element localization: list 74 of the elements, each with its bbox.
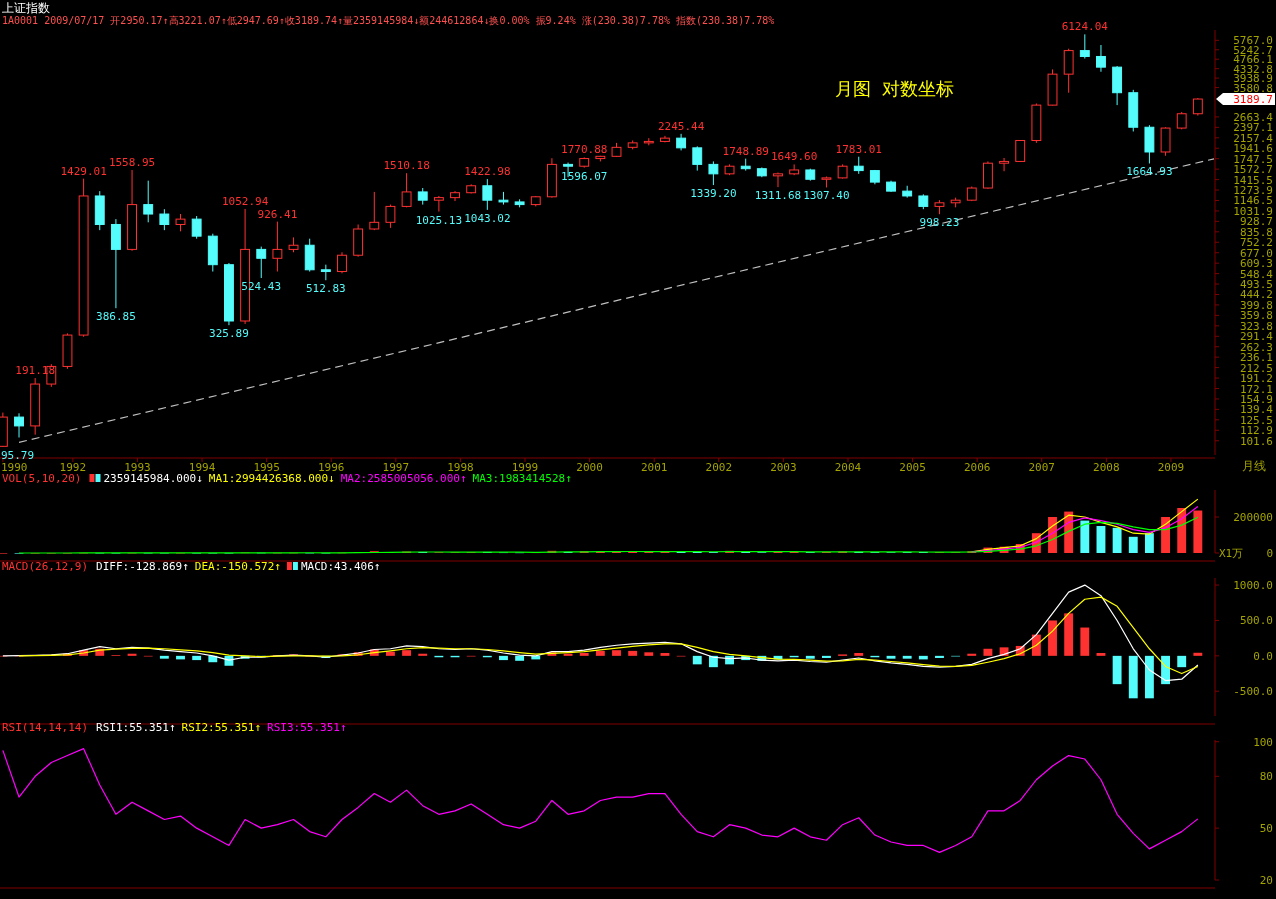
legend-label: RSI2:55.351↑	[181, 721, 262, 734]
annotation: 1596.07	[561, 169, 608, 183]
annotation: 1052.94	[221, 194, 269, 208]
annotation: 月图 对数坐标	[835, 78, 954, 99]
text: DEA:-150.572↑	[194, 560, 281, 573]
annotation: 998.23	[919, 216, 960, 230]
text: MA3:1983414528↑	[472, 472, 572, 485]
annotation: 512.83	[305, 282, 346, 296]
annotation: 1783.01	[835, 142, 882, 156]
annotation: 95.79	[1, 448, 35, 462]
annotation: 926.41	[257, 207, 298, 221]
y-tick-label: -500.0	[1233, 685, 1273, 699]
x-tick-label: 2006	[963, 461, 991, 474]
x-tick-label: 1996	[317, 461, 345, 474]
annotation: 1025.13	[415, 213, 463, 227]
annotation: 386.85	[96, 310, 136, 324]
x-tick-label: 1998	[447, 461, 474, 474]
chart-title: VOL(5,10,20)	[2, 472, 82, 485]
annotation: 1043.02	[464, 211, 511, 225]
x-tick-label: 2004	[834, 461, 862, 474]
annotation: 1339.20	[690, 187, 737, 201]
x-tick-label: 2007	[1028, 461, 1055, 474]
annotation: 1311.68	[754, 189, 802, 203]
annotation: 1748.89	[722, 144, 769, 158]
annotation: 1510.18	[383, 159, 430, 173]
text: DIFF:-128.869↑	[96, 560, 189, 573]
annotation: 1664.93	[1126, 165, 1173, 179]
legend-label: 2359145984.000↓	[103, 472, 203, 485]
x-tick-label: 1994	[188, 461, 216, 474]
x-tick-label: 1990	[1, 461, 28, 474]
annotation: 1307.40	[803, 189, 850, 203]
x-tick-label: 1997	[382, 461, 410, 474]
x-tick-label: 2009	[1157, 461, 1185, 474]
x-tick-label: 1995	[253, 461, 280, 474]
y-tick-label: 1000.0	[1233, 579, 1273, 593]
x-tick-label: 2008	[1093, 461, 1120, 474]
text: MA2:2585005056.000↑	[340, 472, 467, 485]
chart-title: 上证指数	[2, 1, 50, 15]
x-tick-label: 1993	[124, 461, 151, 474]
y-tick-label: 100	[1253, 735, 1273, 749]
text: RSI3:55.351↑	[267, 721, 347, 734]
x-tick-label: 1992	[59, 461, 87, 474]
y-tick-label: 500.0	[1239, 614, 1273, 628]
y-tick-label: 2663.4	[1233, 110, 1274, 124]
annotation: 1649.60	[770, 150, 818, 164]
x-tick-label: 2005	[899, 461, 926, 474]
legend-label: RSI1:55.351↑	[96, 721, 176, 734]
annotation: 6124.04	[1061, 20, 1109, 34]
x-tick-label: 2003	[770, 461, 797, 474]
text: MA1:2994426368.000↓	[208, 472, 335, 485]
y-tick-label: 80	[1259, 770, 1273, 784]
annotation: 325.89	[209, 327, 249, 341]
chart-title: RSI(14,14,14)	[2, 721, 89, 734]
chart-subtitle: 1A0001 2009/07/17 开2950.17↑高3221.07↑低2947.69↑收3189.74↑量2359145984↓额244612864↓换0.00% 振9.24% 涨(230.38)7.78% 指数(230.38)7.78%	[2, 15, 775, 26]
legend-label: MACD:43.406↑	[300, 560, 381, 573]
annotation: 2245.44	[657, 119, 705, 133]
x-tick-label: 2000	[576, 461, 603, 474]
text: 3189.7	[1233, 93, 1273, 107]
y-tick-label: 200000	[1233, 511, 1273, 524]
annotation: 1770.88	[561, 143, 608, 157]
x-tick-label: 2001	[640, 461, 668, 474]
text: 月线	[1242, 459, 1266, 473]
annotation: 1429.01	[60, 164, 107, 178]
x-tick-label: 1999	[511, 461, 539, 474]
annotation: 1422.98	[464, 165, 511, 179]
y-tick-label: 0.0	[1253, 649, 1273, 663]
y-tick-label: 0	[1266, 547, 1273, 560]
annotation: 1558.95	[108, 156, 156, 170]
x-tick-label: 2002	[705, 461, 733, 474]
y-axis-title: X1万	[1219, 547, 1244, 560]
y-tick-label: 20	[1259, 874, 1273, 887]
y-tick-label: 3580.8	[1233, 81, 1273, 95]
chart-title: MACD(26,12,9)	[2, 560, 89, 573]
y-tick-label: 50	[1259, 822, 1273, 836]
